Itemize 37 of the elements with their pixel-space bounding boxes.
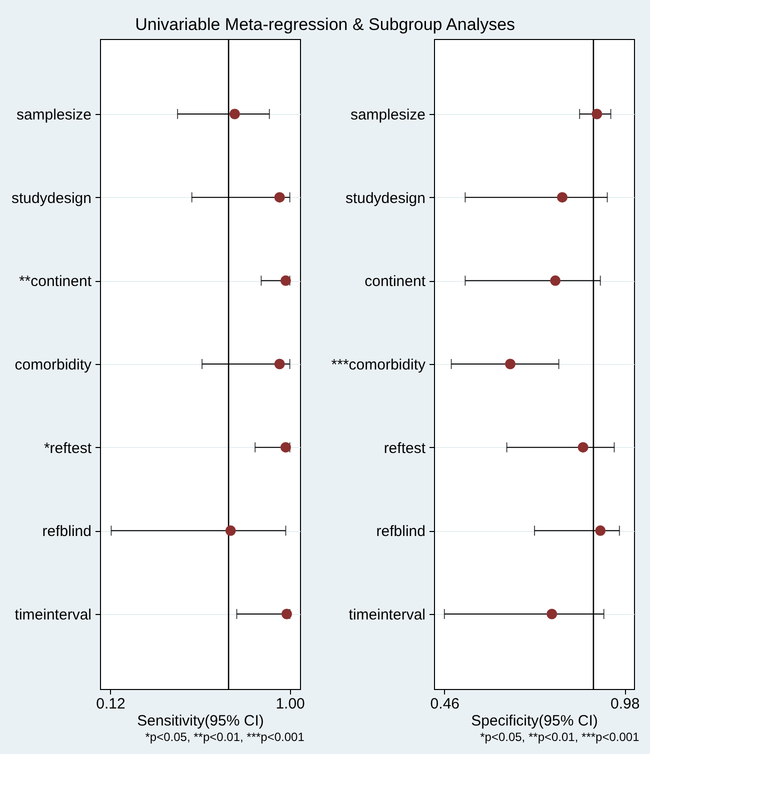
point xyxy=(557,192,568,203)
y-tick-label: timeinterval xyxy=(14,606,92,624)
point xyxy=(578,442,588,453)
y-tick-label: samplesize xyxy=(16,106,92,124)
text: *p<0.05, **p<0.01, ***p<0.001 xyxy=(145,730,305,744)
x-axis-title: Specificity(95% CI) xyxy=(471,712,598,730)
y-tick-label: **continent xyxy=(18,273,92,290)
point xyxy=(280,275,291,286)
point xyxy=(274,358,285,370)
y-tick-label: studydesign xyxy=(11,190,92,207)
y-tick-label: refblind xyxy=(376,523,426,540)
point xyxy=(280,442,291,453)
point xyxy=(281,608,292,620)
x-tick-label: 0.12 xyxy=(96,696,126,712)
y-tick-label: *reftest xyxy=(44,440,92,457)
x-tick-label: 0.98 xyxy=(610,696,640,712)
y-tick-label: studydesign xyxy=(345,190,426,207)
point xyxy=(546,608,558,620)
point xyxy=(550,275,561,286)
point xyxy=(505,358,516,370)
y-tick-label: refblind xyxy=(42,523,92,540)
point xyxy=(225,525,236,536)
point xyxy=(229,108,240,120)
y-tick-label: comorbidity xyxy=(14,356,92,374)
y-tick-label: reftest xyxy=(384,440,426,457)
chart-title: Univariable Meta-regression & Subgroup Analyses xyxy=(135,14,516,34)
y-tick-label: samplesize xyxy=(350,106,426,124)
x-tick-label: 0.46 xyxy=(430,696,460,712)
y-tick-label: continent xyxy=(364,273,426,290)
point xyxy=(274,192,285,203)
point xyxy=(595,525,606,536)
x-tick-label: 1.00 xyxy=(276,696,305,712)
y-tick-label: timeinterval xyxy=(348,606,426,624)
x-axis-title: Sensitivity(95% CI) xyxy=(137,712,264,730)
text: *p<0.05, **p<0.01, ***p<0.001 xyxy=(480,730,640,744)
y-tick-label: ***comorbidity xyxy=(331,356,426,374)
point xyxy=(592,108,602,120)
